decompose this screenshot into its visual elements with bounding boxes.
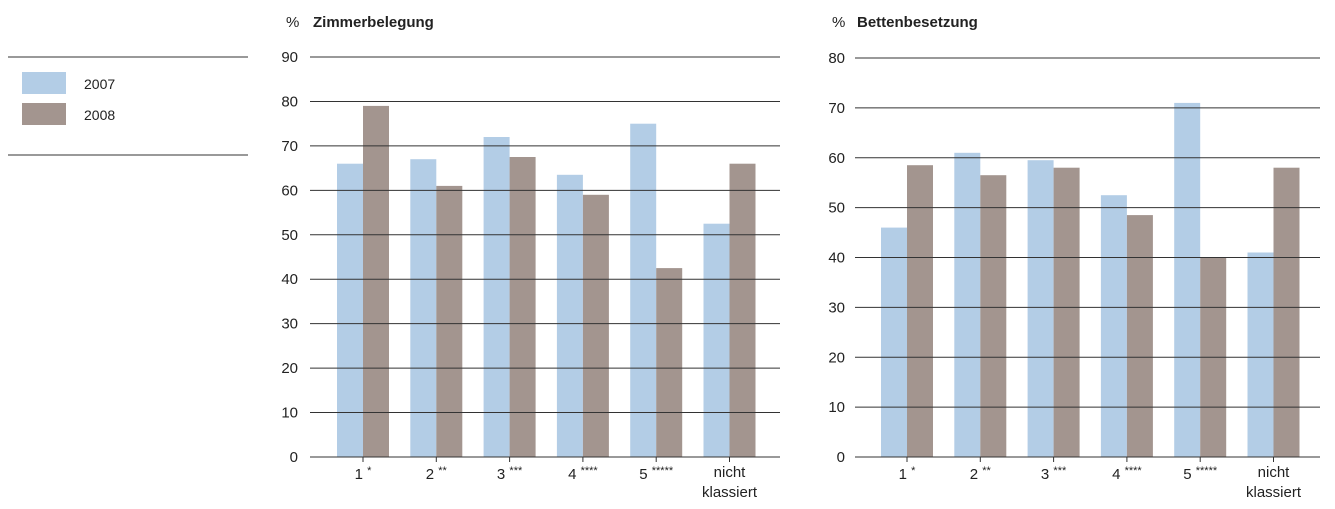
x-tick-label: 1 * (355, 465, 373, 483)
y-tick-label: 40 (828, 250, 845, 267)
chart-title: Bettenbesetzung (857, 14, 978, 31)
y-tick-label: 60 (828, 150, 845, 167)
y-tick-label: 0 (837, 449, 845, 466)
chart-bettenbesetzung: % Bettenbesetzung 0 10 20 30 40 50 60 70 80 1 * 2 **… (828, 14, 1320, 501)
bar-2007-4-starstarstarstar (1100, 195, 1127, 457)
legend-swatch-2007 (22, 72, 66, 94)
y-tick-label: 20 (828, 349, 845, 366)
x-tick-label: 5 ***** (1183, 465, 1218, 483)
y-tick-label: 10 (281, 405, 298, 422)
y-tick-label: 80 (281, 93, 298, 110)
bar-2007-5-starstarstarstarstar (630, 123, 657, 457)
x-tick-label: nicht klassiert (702, 464, 758, 501)
chart-title: Zimmerbelegung (313, 14, 434, 31)
x-tick-label: nicht klassiert (1246, 464, 1302, 501)
y-tick-label: 50 (281, 227, 298, 244)
bar-2007-2-starstar (954, 152, 981, 458)
unit-label: % (286, 14, 299, 31)
x-tick-label: 3 *** (497, 465, 523, 483)
y-tick-label: 20 (281, 360, 298, 377)
bar-2008-nicht-klassiert (729, 163, 756, 457)
y-tick-label: 60 (281, 182, 298, 199)
bar-2008-5-starstarstarstarstar (656, 268, 683, 457)
x-tick-label: 4 **** (1112, 465, 1142, 483)
legend-label-2008: 2008 (84, 107, 115, 123)
unit-label: % (832, 14, 845, 31)
bar-2008-2-starstar (980, 175, 1007, 457)
x-tick-label: 3 *** (1041, 465, 1067, 483)
bar-2007-5-starstarstarstarstar (1174, 102, 1201, 458)
chart-zimmerbelegung: % Zimmerbelegung 0 10 20 30 40 50 60 70 80 90 1 * 2 *… (281, 14, 780, 501)
legend-swatch-2008 (22, 103, 66, 125)
x-tick-label: 2 ** (426, 465, 448, 483)
bar-2007-1-star (881, 227, 907, 457)
x-tick-label: 2 ** (970, 465, 992, 483)
y-tick-label: 80 (828, 50, 845, 67)
x-tick-label: 4 **** (568, 465, 598, 483)
legend: 2007 2008 (8, 56, 248, 156)
y-tick-label: 10 (828, 399, 845, 416)
y-tick-label: 0 (290, 449, 298, 466)
x-tick-label: 1 * (899, 465, 917, 483)
bar-2008-3-starstarstar (509, 157, 536, 457)
x-tick-label: 5 ***** (639, 465, 674, 483)
bar-2007-2-starstar (410, 159, 437, 457)
bar-2007-3-starstarstar (483, 137, 510, 457)
bar-2008-1-star (907, 165, 933, 457)
bar-2007-3-starstarstar (1027, 160, 1054, 457)
bar-2007-1-star (337, 163, 363, 457)
y-tick-label: 40 (281, 271, 298, 288)
y-tick-label: 90 (281, 49, 298, 66)
y-tick-label: 50 (828, 200, 845, 217)
y-tick-label: 30 (281, 316, 298, 333)
y-tick-label: 70 (828, 100, 845, 117)
bar-2008-2-starstar (436, 185, 463, 457)
y-tick-label: 70 (281, 138, 298, 155)
y-tick-label: 30 (828, 299, 845, 316)
bar-2008-4-starstarstarstar (1126, 215, 1153, 457)
bar-2007-nicht-klassiert (703, 223, 730, 457)
bar-2007-4-starstarstarstar (556, 174, 583, 458)
bar-2008-nicht-klassiert (1273, 167, 1300, 457)
bar-2007-nicht-klassiert (1247, 252, 1274, 457)
bar-2008-3-starstarstar (1053, 167, 1080, 457)
legend-label-2007: 2007 (84, 76, 115, 92)
bar-2008-4-starstarstarstar (582, 194, 609, 458)
bar-2008-1-star (363, 105, 389, 458)
